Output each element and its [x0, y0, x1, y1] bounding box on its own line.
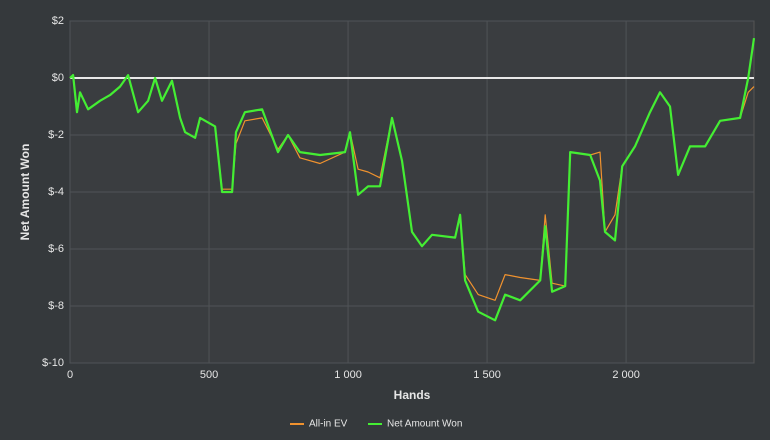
x-tick-label: 0 [67, 369, 73, 381]
y-axis-title: Net Amount Won [18, 144, 32, 241]
x-tick-label: 1 000 [334, 369, 362, 381]
y-tick-label: $-2 [48, 129, 64, 141]
x-tick-label: 500 [200, 369, 218, 381]
y-tick-label: $-4 [48, 186, 64, 198]
y-tick-label: $-6 [48, 243, 64, 255]
legend-label: Net Amount Won [387, 419, 462, 430]
y-tick-label: $0 [52, 72, 64, 84]
legend-label: All-in EV [309, 419, 348, 430]
x-tick-label: 1 500 [473, 369, 501, 381]
y-tick-label: $-10 [42, 357, 64, 369]
x-tick-label: 2 000 [612, 369, 640, 381]
y-tick-label: $2 [52, 15, 64, 27]
x-axis-title: Hands [394, 388, 431, 402]
y-tick-label: $-8 [48, 300, 64, 312]
series-line [69, 37, 756, 322]
